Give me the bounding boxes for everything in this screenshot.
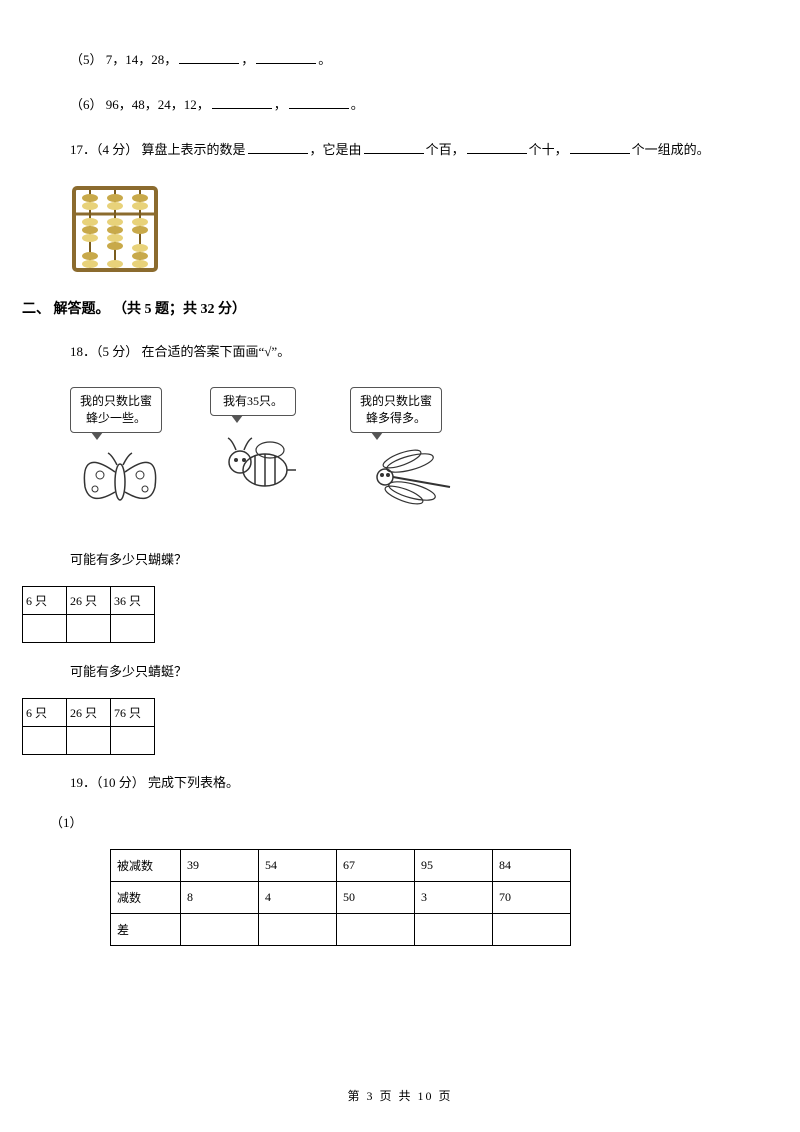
page-footer: 第 3 页 共 10 页	[0, 1087, 800, 1104]
bee-figure: 我有35只。	[210, 387, 310, 504]
option-cell: 6 只	[23, 698, 67, 726]
table-row: 减数 8 4 50 3 70	[111, 881, 571, 913]
blank[interactable]	[212, 95, 272, 109]
speech-bubble: 我的只数比蜜蜂少一些。	[70, 387, 162, 433]
option-cell: 6 只	[23, 586, 67, 614]
bee-icon	[210, 420, 310, 500]
question-17: 17．（4 分） 算盘上表示的数是 ，它是由 个百， 个十， 个一组成的。	[70, 140, 730, 161]
table-row: 被减数 39 54 67 95 84	[111, 849, 571, 881]
blank[interactable]	[256, 50, 316, 64]
table-cell: 3	[415, 881, 493, 913]
option-cell: 26 只	[67, 586, 111, 614]
blank[interactable]	[364, 140, 424, 154]
table-cell: 54	[259, 849, 337, 881]
q6-sep: ，	[274, 97, 287, 112]
answer-cell[interactable]	[111, 614, 155, 642]
blank[interactable]	[248, 140, 308, 154]
butterfly-icon	[70, 437, 170, 517]
q18-num: 18．	[70, 344, 96, 359]
q5-prefix: （5） 7，14，28，	[70, 52, 177, 67]
answer-cell[interactable]	[181, 913, 259, 945]
q18-prompt2: 可能有多少只蜻蜓？	[70, 661, 730, 680]
abacus-image	[70, 184, 730, 278]
q17-t2: ，它是由	[310, 142, 362, 157]
blank[interactable]	[570, 140, 630, 154]
q19-num: 19．	[70, 775, 96, 790]
dragonfly-icon	[350, 437, 460, 517]
question-6: （6） 96，48，24，12， ， 。	[70, 95, 730, 116]
option-cell: 76 只	[111, 698, 155, 726]
q17-t5: 个一组成的。	[632, 142, 710, 157]
question-5: （5） 7，14，28， ， 。	[70, 50, 730, 71]
table-cell: 95	[415, 849, 493, 881]
answer-cell[interactable]	[67, 726, 111, 754]
table-cell: 8	[181, 881, 259, 913]
q17-points: （4 分）	[96, 142, 138, 157]
subtraction-table: 被减数 39 54 67 95 84 减数 8 4 50 3 70 差	[110, 849, 571, 946]
section-2-title: 二、 解答题。 （共 5 题；共 32 分）	[22, 298, 730, 318]
options-table-2: 6 只 26 只 76 只	[22, 698, 155, 755]
blank[interactable]	[179, 50, 239, 64]
q6-end: 。	[351, 97, 364, 112]
answer-cell[interactable]	[337, 913, 415, 945]
answer-cell[interactable]	[415, 913, 493, 945]
speech-bubble: 我的只数比蜜蜂多得多。	[350, 387, 442, 433]
answer-cell[interactable]	[259, 913, 337, 945]
row-label: 减数	[111, 881, 181, 913]
answer-cell[interactable]	[23, 726, 67, 754]
blank[interactable]	[289, 95, 349, 109]
figures-row: 我的只数比蜜蜂少一些。 我有35只。	[70, 387, 730, 521]
butterfly-figure: 我的只数比蜜蜂少一些。	[70, 387, 170, 521]
question-19: 19．（10 分） 完成下列表格。	[70, 773, 730, 794]
answer-cell[interactable]	[493, 913, 571, 945]
q17-t3: 个百，	[426, 142, 465, 157]
q18-points: （5 分）	[96, 344, 138, 359]
table-cell: 39	[181, 849, 259, 881]
q18-prompt1: 可能有多少只蝴蝶？	[70, 549, 730, 568]
table-cell: 70	[493, 881, 571, 913]
row-label: 差	[111, 913, 181, 945]
table-cell: 4	[259, 881, 337, 913]
q19-points: （10 分）	[96, 775, 145, 790]
q17-num: 17．	[70, 142, 96, 157]
table-row: 差	[111, 913, 571, 945]
answer-cell[interactable]	[23, 614, 67, 642]
table-cell: 67	[337, 849, 415, 881]
speech-bubble: 我有35只。	[210, 387, 296, 416]
options-table-1: 6 只 26 只 36 只	[22, 586, 155, 643]
q17-t1: 算盘上表示的数是	[138, 142, 245, 157]
table-cell: 50	[337, 881, 415, 913]
q5-end: 。	[318, 52, 331, 67]
table-cell: 84	[493, 849, 571, 881]
q6-prefix: （6） 96，48，24，12，	[70, 97, 210, 112]
question-18: 18．（5 分） 在合适的答案下面画“√”。	[70, 342, 730, 363]
q18-text: 在合适的答案下面画“√”。	[138, 344, 290, 359]
q19-text: 完成下列表格。	[145, 775, 239, 790]
q5-sep: ，	[241, 52, 254, 67]
q19-sub1: （1）	[50, 812, 730, 831]
answer-cell[interactable]	[67, 614, 111, 642]
dragonfly-figure: 我的只数比蜜蜂多得多。	[350, 387, 460, 521]
row-label: 被减数	[111, 849, 181, 881]
option-cell: 36 只	[111, 586, 155, 614]
answer-cell[interactable]	[111, 726, 155, 754]
q17-t4: 个十，	[529, 142, 568, 157]
option-cell: 26 只	[67, 698, 111, 726]
blank[interactable]	[467, 140, 527, 154]
